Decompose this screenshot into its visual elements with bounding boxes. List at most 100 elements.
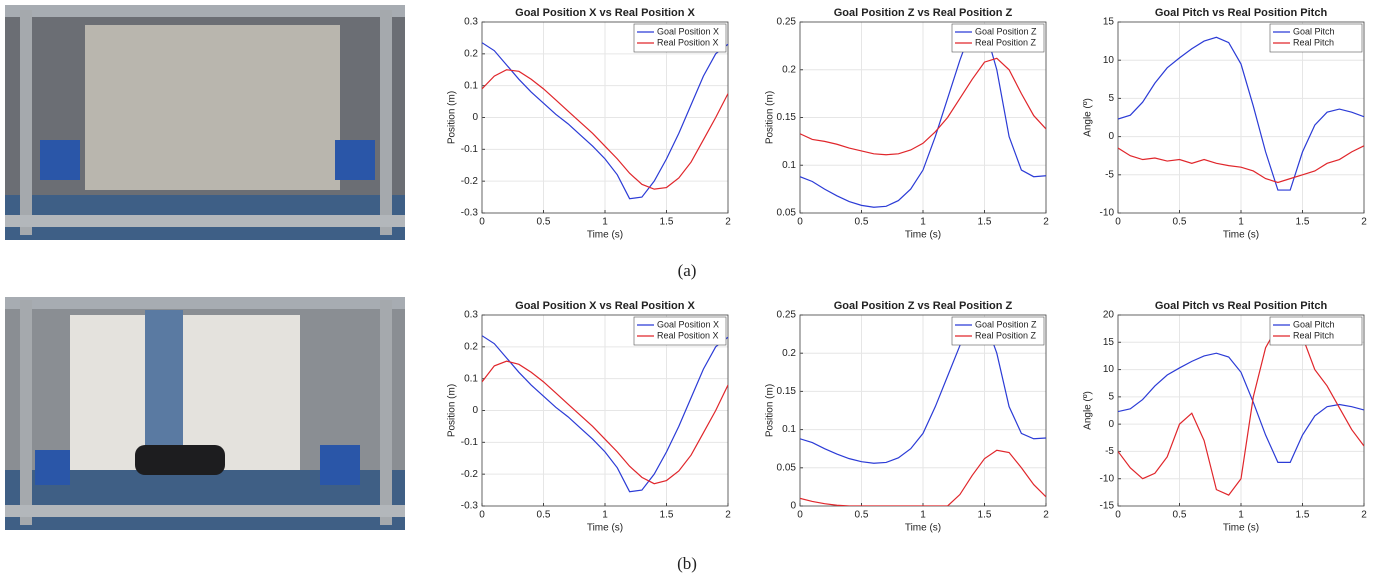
y-tick-label: 0.1 [464, 80, 478, 91]
y-tick-label: 10 [1103, 55, 1115, 66]
photo-a [5, 5, 405, 240]
chart: 0 0.05 0.1 0.15 0.2 0.25 0 0.5 1 1.5 2 Goal Positio… [765, 300, 1050, 534]
y-tick-label: 10 [1103, 364, 1115, 375]
series-line [800, 449, 1046, 506]
legend-label: Real Pitch [1293, 37, 1334, 47]
chart-title: Goal Pitch vs Real Position Pitch [1155, 7, 1328, 19]
y-tick-label: -15 [1100, 501, 1115, 512]
chart: -0.3 -0.2 -0.1 0 0.1 0.2 0.3 0 0.5 1 1.5 2 Goal Posi… [447, 300, 732, 534]
chart: -0.3 -0.2 -0.1 0 0.1 0.2 0.3 0 0.5 1 1.5 2 Goal Posi… [447, 7, 732, 241]
chart: -10 -5 0 5 10 15 0 0.5 1 1.5 2 Goal Pitch vs Real P… [1083, 7, 1368, 241]
y-tick-label: 5 [1108, 93, 1114, 104]
x-tick-label: 0 [797, 510, 803, 521]
y-tick-label: 0.05 [777, 462, 797, 473]
series-line [1118, 145, 1364, 184]
y-tick-label: 0.1 [782, 424, 796, 435]
legend-label: Goal Position Z [975, 26, 1037, 36]
x-axis-label: Time (s) [905, 523, 941, 534]
x-axis-label: Time (s) [587, 523, 623, 534]
x-tick-label: 0 [1115, 217, 1121, 228]
series-line [482, 69, 728, 190]
caption: (a) [678, 261, 697, 280]
legend-label: Goal Position Z [975, 319, 1037, 329]
legend-label: Goal Position X [657, 26, 719, 36]
legend-box [951, 23, 1045, 53]
y-tick-label: -10 [1100, 208, 1115, 219]
y-tick-label: 0.1 [464, 373, 478, 384]
legend-box [1269, 316, 1363, 346]
x-tick-label: 0 [1115, 510, 1121, 521]
legend-box [633, 23, 727, 53]
series-line [800, 318, 1046, 464]
y-tick-label: -5 [1105, 446, 1114, 457]
x-tick-label: 1 [602, 510, 608, 521]
x-tick-label: 0 [797, 217, 803, 228]
y-tick-label: 0 [472, 405, 478, 416]
x-tick-label: 0.5 [537, 217, 551, 228]
x-tick-label: 1.5 [660, 510, 674, 521]
series-line [800, 57, 1046, 156]
axes-box [799, 21, 1047, 214]
x-tick-label: 2 [1043, 510, 1049, 521]
series-line [482, 42, 728, 200]
chart: 0.05 0.1 0.15 0.2 0.25 0 0.5 1 1.5 2 Goal Position… [765, 7, 1050, 241]
legend-label: Real Position X [657, 37, 719, 47]
legend-box [1269, 23, 1363, 53]
y-tick-label: 0.2 [464, 341, 478, 352]
series-line [1118, 319, 1364, 496]
y-tick-label: -5 [1105, 169, 1114, 180]
y-tick-label: -0.3 [461, 208, 479, 219]
y-tick-label: 0.05 [777, 208, 797, 219]
x-tick-label: 1 [1238, 217, 1244, 228]
x-tick-label: 0.5 [1173, 217, 1187, 228]
y-tick-label: -0.2 [461, 176, 479, 187]
chart-title: Goal Position Z vs Real Position Z [834, 300, 1013, 312]
x-tick-label: 0.5 [855, 217, 869, 228]
chart-title: Goal Position Z vs Real Position Z [834, 7, 1013, 19]
y-axis-label: Position (m) [447, 384, 458, 437]
chart-title: Goal Pitch vs Real Position Pitch [1155, 300, 1328, 312]
y-tick-label: 0 [1108, 419, 1114, 430]
y-tick-label: -0.1 [461, 144, 479, 155]
series-line [800, 26, 1046, 208]
y-tick-label: 15 [1103, 337, 1115, 348]
x-tick-label: 1 [1238, 510, 1244, 521]
x-tick-label: 1.5 [660, 217, 674, 228]
y-tick-label: 15 [1103, 17, 1115, 28]
y-tick-label: -0.3 [461, 501, 479, 512]
series-line [482, 360, 728, 485]
y-axis-label: Position (m) [765, 91, 776, 144]
axes-box [481, 314, 729, 507]
y-axis-label: Position (m) [447, 91, 458, 144]
legend-label: Goal Pitch [1293, 319, 1335, 329]
x-tick-label: 1.5 [1296, 510, 1310, 521]
x-tick-label: 0.5 [855, 510, 869, 521]
series-line [1118, 352, 1364, 463]
y-tick-label: 0.2 [782, 64, 796, 75]
y-axis-label: Angle (º) [1083, 391, 1094, 430]
x-tick-label: 2 [725, 217, 731, 228]
x-tick-label: 0.5 [1173, 510, 1187, 521]
series-line [1118, 36, 1364, 191]
legend-box [633, 316, 727, 346]
y-tick-label: 0.15 [777, 112, 797, 123]
y-tick-label: 0 [790, 501, 796, 512]
axes-box [1117, 314, 1365, 507]
x-tick-label: 1.5 [978, 217, 992, 228]
caption: (b) [677, 554, 697, 573]
y-tick-label: 0.3 [464, 310, 478, 321]
x-tick-label: 0 [479, 510, 485, 521]
chart: -15 -10 -5 0 5 10 15 20 0 0.5 1 1.5 2 Goal Pitch vs R… [1083, 300, 1368, 534]
x-tick-label: 2 [1361, 510, 1367, 521]
photo-b [5, 297, 405, 530]
legend-label: Real Position Z [975, 37, 1037, 47]
chart-title: Goal Position X vs Real Position X [515, 300, 695, 312]
axes-box [1117, 21, 1365, 214]
x-tick-label: 0 [479, 217, 485, 228]
